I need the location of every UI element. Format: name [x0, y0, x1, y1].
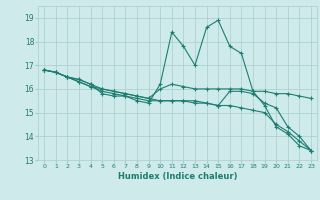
X-axis label: Humidex (Indice chaleur): Humidex (Indice chaleur): [118, 172, 237, 181]
